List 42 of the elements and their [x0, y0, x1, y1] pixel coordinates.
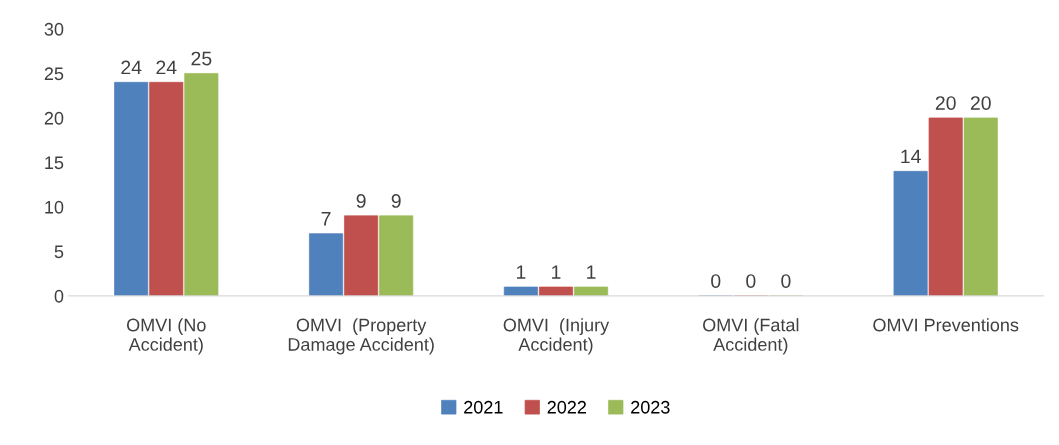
- bar: [928, 117, 963, 296]
- bar: [893, 170, 928, 296]
- bar: [309, 233, 344, 296]
- x-tick-label: OMVI (Injury Accident): [503, 318, 610, 355]
- data-label: 0: [746, 274, 756, 288]
- y-tick-label: 30: [44, 22, 64, 36]
- data-label: 14: [901, 149, 921, 164]
- y-tick-label: 10: [45, 200, 64, 214]
- y-tick-label: 5: [54, 245, 64, 259]
- y-tick-label: 15: [45, 156, 64, 170]
- legend-label: 2021: [464, 400, 503, 414]
- data-label: 7: [321, 212, 331, 226]
- data-label: 1: [516, 265, 526, 279]
- bar: [184, 73, 219, 296]
- x-tick-label: OMVI (Property Damage Accident): [288, 318, 434, 355]
- legend-label: 2022: [547, 400, 586, 414]
- data-label: 0: [781, 274, 791, 288]
- x-tick-label: OMVI (No Accident): [126, 318, 206, 355]
- data-label: 1: [587, 265, 596, 279]
- bar: [344, 215, 379, 296]
- x-tick-label: OMVI Preventions: [873, 318, 1019, 332]
- data-label: 25: [191, 51, 212, 66]
- data-label: 20: [970, 96, 991, 110]
- bar: [503, 286, 538, 296]
- bar: [538, 286, 573, 296]
- bar: [963, 117, 998, 296]
- data-label: 1: [552, 265, 561, 279]
- y-tick-label: 0: [54, 289, 64, 303]
- data-label: 20: [935, 96, 956, 110]
- bar: [114, 81, 149, 296]
- x-tick-label: OMVI (Fatal Accident): [703, 318, 799, 355]
- y-tick-label: 25: [44, 67, 64, 81]
- data-label: 9: [356, 194, 366, 208]
- bar: [574, 286, 609, 296]
- y-tick-label: 20: [44, 111, 64, 125]
- data-label: 24: [156, 60, 177, 75]
- data-label: 24: [121, 60, 142, 75]
- legend-label: 2023: [631, 400, 670, 414]
- data-label: 9: [391, 194, 401, 208]
- bar: [149, 81, 184, 296]
- data-label: 0: [711, 274, 721, 288]
- bar: [379, 215, 414, 296]
